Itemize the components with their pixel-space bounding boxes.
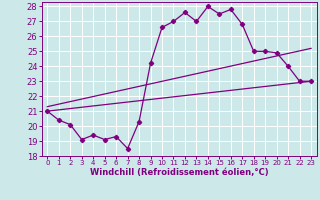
X-axis label: Windchill (Refroidissement éolien,°C): Windchill (Refroidissement éolien,°C) — [90, 168, 268, 177]
